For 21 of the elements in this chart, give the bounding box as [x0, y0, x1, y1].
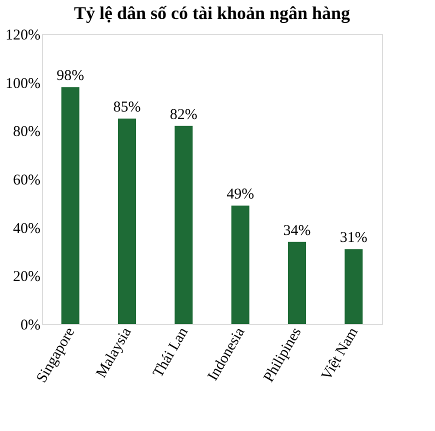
bar: [344, 249, 363, 324]
bar: [231, 206, 250, 324]
data-label: 34%: [283, 222, 311, 239]
data-label: 49%: [226, 186, 254, 203]
bar: [288, 242, 306, 324]
data-label: 82%: [170, 106, 198, 123]
y-tick-label: 20%: [13, 269, 40, 286]
data-label: 31%: [340, 230, 368, 246]
bar: [61, 87, 80, 324]
data-label: 85%: [113, 100, 141, 116]
y-tick-label: 0%: [20, 318, 40, 334]
chart-title: Tỷ lệ dân số có tài khoản ngân hàng: [74, 3, 350, 23]
x-tick-label: Thái Lan: [150, 324, 192, 380]
y-tick-label: 100%: [6, 76, 40, 92]
y-tick-label: 60%: [13, 172, 40, 188]
bar: [174, 126, 193, 324]
data-label: 98%: [56, 68, 84, 84]
y-tick-label: 120%: [6, 28, 40, 44]
bar: [118, 118, 136, 324]
y-tick-label: 80%: [13, 124, 40, 140]
y-tick-label: 40%: [13, 220, 40, 237]
